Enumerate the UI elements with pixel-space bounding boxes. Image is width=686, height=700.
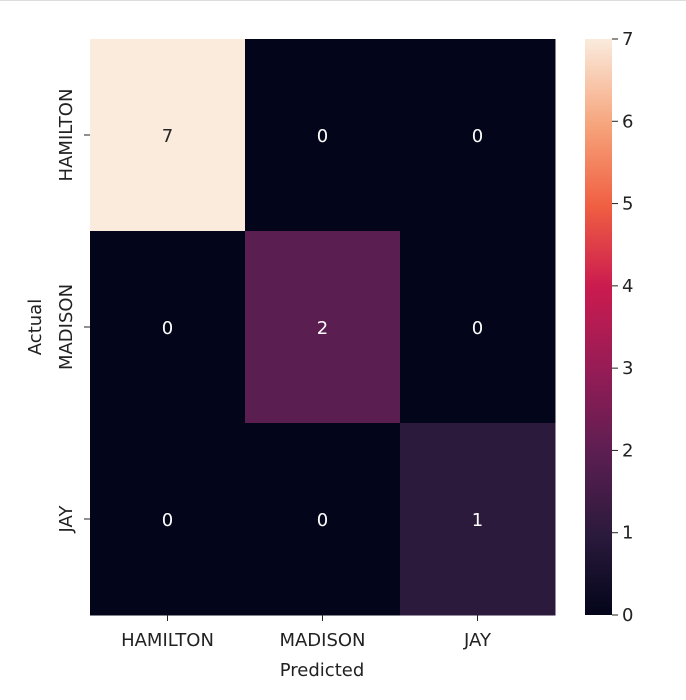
y-tick-label: HAMILTON	[56, 89, 77, 182]
cell-value-label: 0	[317, 510, 328, 531]
colorbar-tick-label: 4	[622, 276, 633, 297]
x-tick-label: JAY	[463, 630, 492, 651]
cell-value-label: 0	[162, 510, 173, 531]
colorbar-tick-label: 5	[622, 194, 633, 215]
y-tick-label: JAY	[56, 505, 77, 534]
colorbar-tick-label: 3	[622, 358, 633, 379]
colorbar-ticks: 0 1 2 3 4 5 6 7	[612, 29, 633, 626]
y-tick-label: MADISON	[56, 284, 77, 370]
x-tick-label: HAMILTON	[121, 630, 214, 651]
cell-value-label: 2	[317, 318, 328, 339]
colorbar-tick-label: 1	[622, 523, 633, 544]
colorbar	[585, 39, 612, 615]
y-axis-label: Actual	[25, 299, 46, 355]
heatmap-cell	[90, 39, 246, 232]
heatmap-cell	[90, 231, 246, 424]
heatmap-cell	[245, 423, 401, 616]
cell-value-label: 0	[162, 318, 173, 339]
heatmap-cells	[90, 39, 556, 616]
colorbar-tick-label: 7	[622, 29, 633, 50]
x-axis-label: Predicted	[280, 660, 365, 681]
cell-value-label: 0	[472, 126, 483, 147]
heatmap-cell	[90, 423, 246, 616]
heatmap-cell	[400, 423, 556, 616]
cell-value-label: 7	[162, 126, 173, 147]
colorbar-tick-label: 0	[622, 605, 633, 626]
cell-value-label: 0	[472, 318, 483, 339]
colorbar-tick-label: 2	[622, 440, 633, 461]
colorbar-tick-label: 6	[622, 111, 633, 132]
x-tick-label: MADISON	[279, 630, 365, 651]
cell-value-label: 0	[317, 126, 328, 147]
y-axis: HAMILTON MADISON JAY	[56, 89, 90, 534]
heatmap-cell	[245, 231, 401, 424]
heatmap-cell	[245, 39, 401, 232]
heatmap-cell	[400, 39, 556, 232]
cell-value-label: 1	[472, 510, 483, 531]
heatmap-cell-labels: 7 0 0 0 2 0 0 0 1	[162, 126, 483, 531]
heatmap-cell	[400, 231, 556, 424]
x-axis: HAMILTON MADISON JAY	[121, 615, 492, 651]
